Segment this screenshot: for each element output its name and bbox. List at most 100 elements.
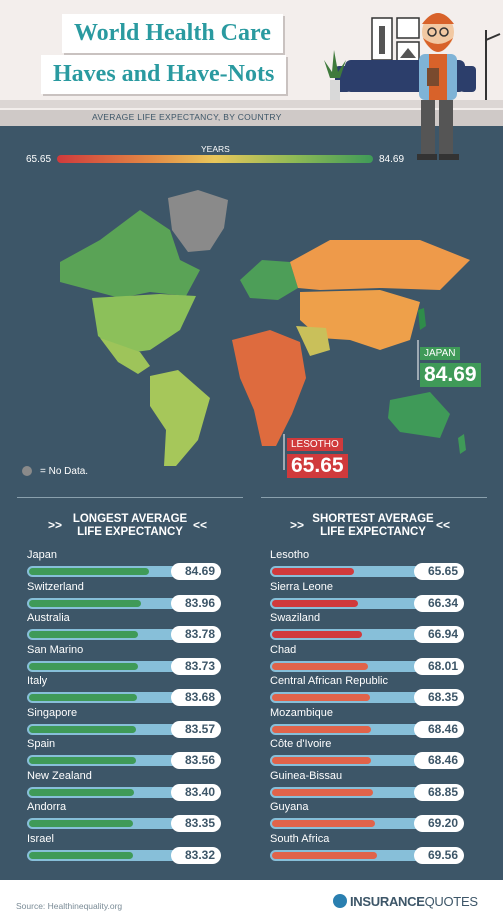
middle-east-shape xyxy=(296,326,330,356)
bar-value: 83.32 xyxy=(171,846,221,864)
bar-row: Sierra Leone 66.34 xyxy=(270,581,465,612)
bar-fill xyxy=(272,851,378,859)
bar-label: Guyana xyxy=(270,801,309,813)
left-section-title: LONGEST AVERAGE LIFE EXPECTANCY xyxy=(65,513,195,539)
africa-shape xyxy=(232,330,306,446)
bar-value: 66.34 xyxy=(414,594,464,612)
bar-fill xyxy=(29,788,134,796)
bar-label: San Marino xyxy=(27,643,84,656)
left-title-line2: LIFE EXPECTANCY xyxy=(77,526,183,538)
bar-row: Spain 83.56 xyxy=(27,738,222,769)
bar-track xyxy=(270,566,438,577)
bar-value: 83.40 xyxy=(171,783,221,801)
europe-shape xyxy=(240,260,298,300)
logo-text-b: QUOTES xyxy=(424,894,478,909)
bar-value: 83.78 xyxy=(171,626,221,643)
nz-shape xyxy=(458,434,466,454)
legend-unit: YEARS xyxy=(201,144,230,154)
bar-label: Israel xyxy=(27,832,54,845)
bar-label: Australia xyxy=(27,612,70,624)
source-text: Source: Healthinequality.org xyxy=(16,901,123,911)
mexico-shape xyxy=(100,338,150,374)
bar-fill xyxy=(29,820,134,827)
frame-icon xyxy=(396,17,420,39)
bar-fill xyxy=(29,662,138,670)
bar-value: 83.96 xyxy=(171,594,221,612)
bar-label: South Africa xyxy=(270,832,330,845)
bar-fill xyxy=(272,757,371,764)
bar-label: Japan xyxy=(27,549,57,561)
bar-label: New Zealand xyxy=(27,769,92,782)
bar-label: Switzerland xyxy=(27,580,84,593)
character-illustration xyxy=(417,13,459,160)
left-arrow-open: >> xyxy=(48,518,63,532)
bar-fill xyxy=(29,631,139,638)
legend-max: 84.69 xyxy=(379,154,405,165)
logo-text-a: INSURANCE xyxy=(350,894,425,909)
bar-row: Switzerland 83.96 xyxy=(27,580,222,612)
bar-value: 69.56 xyxy=(414,846,464,864)
bar-row: Côte d'Ivoire 68.46 xyxy=(270,738,465,769)
bar-row: Andorra 83.35 xyxy=(27,801,222,832)
right-title-line2: LIFE EXPECTANCY xyxy=(320,526,426,538)
floor xyxy=(0,100,503,108)
bar-row: Central African Republic 68.35 xyxy=(270,675,465,706)
russia-shape xyxy=(290,240,470,290)
bar-label: Guinea-Bissau xyxy=(270,769,343,782)
bar-label: Côte d'Ivoire xyxy=(270,738,332,750)
bar-value: 68.01 xyxy=(414,657,464,675)
right-section-title: SHORTEST AVERAGE LIFE EXPECTANCY xyxy=(308,513,438,539)
bar-row: Chad 68.01 xyxy=(270,644,465,675)
legend-min: 65.65 xyxy=(26,154,52,165)
bar-fill xyxy=(272,631,362,638)
no-data-swatch xyxy=(22,466,32,476)
bar-fill xyxy=(272,662,369,670)
bar-row: Guyana 69.20 xyxy=(270,801,465,832)
right-arrow-open: >> xyxy=(290,518,305,532)
bar-row: South Africa 69.56 xyxy=(270,832,465,864)
australia-shape xyxy=(388,392,450,438)
bar-label: Swaziland xyxy=(270,612,321,624)
subtitle-band: AVERAGE LIFE EXPECTANCY, BY COUNTRY xyxy=(0,110,503,126)
bar-row: Israel 83.32 xyxy=(27,832,222,864)
bar-row: Guinea-Bissau 68.85 xyxy=(270,769,465,801)
left-title-line1: LONGEST AVERAGE xyxy=(72,513,188,525)
left-arrow-close: << xyxy=(193,518,208,532)
bar-value: 69.20 xyxy=(414,815,464,832)
right-divider xyxy=(261,497,487,498)
japan-callout-value: 84.69 xyxy=(420,363,481,387)
bar-fill xyxy=(272,694,371,701)
left-divider xyxy=(17,497,243,498)
greenland-shape xyxy=(168,190,228,252)
bar-value: 68.46 xyxy=(414,720,464,738)
bar-value: 68.35 xyxy=(414,689,464,706)
lesotho-callout: LESOTHO 65.65 xyxy=(287,434,348,478)
bar-value: 68.46 xyxy=(414,752,464,769)
bar-label: Andorra xyxy=(27,801,67,813)
bar-row: San Marino 83.73 xyxy=(27,643,222,675)
right-arrow-close: << xyxy=(436,518,451,532)
bar-value: 83.73 xyxy=(171,657,221,675)
title-line-2: Haves and Have-Nots xyxy=(41,55,287,94)
bar-fill xyxy=(29,757,136,764)
bar-label: Spain xyxy=(27,738,56,750)
bar-fill xyxy=(29,725,136,733)
lesotho-callout-value: 65.65 xyxy=(287,454,348,478)
japan-callout-name: JAPAN xyxy=(420,347,460,360)
japan-shape xyxy=(418,308,426,330)
logo-icon xyxy=(333,894,347,908)
bar-fill xyxy=(29,851,133,859)
plant-icon xyxy=(324,50,346,78)
footer xyxy=(0,880,503,924)
brand-logo: INSURANCEQUOTES xyxy=(333,894,478,909)
right-title-line1: SHORTEST AVERAGE xyxy=(312,513,434,525)
bar-value: 83.57 xyxy=(171,720,221,738)
title-line-1: World Health Care xyxy=(62,14,283,53)
bar-label: Singapore xyxy=(27,706,78,719)
bar-row: Swaziland 66.94 xyxy=(270,612,465,643)
bar-row: Lesotho 65.65 xyxy=(270,549,465,580)
canada-shape xyxy=(60,210,200,298)
bar-fill xyxy=(272,599,359,607)
bar-value: 68.85 xyxy=(414,783,464,801)
lesotho-callout-name: LESOTHO xyxy=(287,438,343,451)
